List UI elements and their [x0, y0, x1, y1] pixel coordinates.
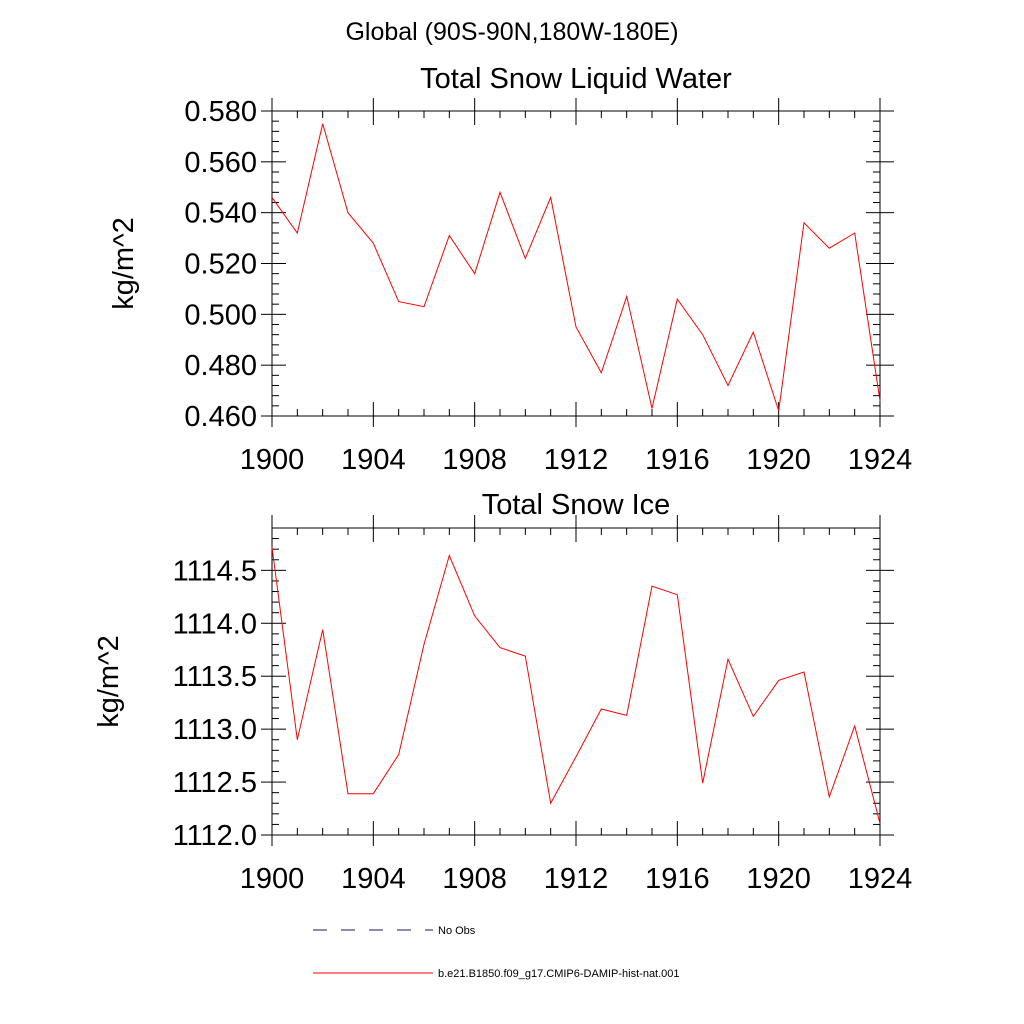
x-tick-label: 1904: [341, 444, 406, 476]
y-tick-label: 0.520: [184, 249, 257, 281]
x-tick-label: 1908: [442, 863, 507, 895]
y-tick-label: 1113.0: [173, 714, 257, 746]
y-tick-label: 0.480: [184, 350, 257, 382]
y-tick-label: 0.460: [184, 401, 257, 433]
y-tick-label: 0.540: [184, 198, 257, 230]
x-tick-label: 1920: [746, 863, 811, 895]
legend-label-1: No Obs: [438, 925, 476, 937]
x-tick-label: 1912: [544, 444, 609, 476]
chart-panel-1: Total Snow Liquid Water kg/m^2 1900 1904 190…: [108, 63, 912, 476]
page-title: Global (90S-90N,180W-180E): [345, 18, 679, 46]
chart-title: Total Snow Liquid Water: [420, 63, 732, 95]
y-tick-label: 0.560: [184, 147, 257, 179]
legend: No Obs b.e21.B1850.f09_g17.CMIP6-DAMIP-hi…: [313, 925, 680, 980]
y-axis-label: kg/m^2: [108, 217, 140, 310]
x-tick-label: 1924: [848, 863, 913, 895]
y-tick-label: 1113.5: [173, 661, 257, 693]
x-tick-label: 1904: [341, 863, 406, 895]
x-tick-label: 1920: [746, 444, 811, 476]
y-tick-label: 0.500: [184, 299, 257, 331]
y-tick-label: 1112.5: [173, 767, 257, 799]
series-line: [271, 547, 881, 824]
x-tick-label: 1912: [544, 863, 609, 895]
x-tick-label: 1900: [240, 863, 305, 895]
series-line: [271, 123, 881, 412]
legend-label-2: b.e21.B1850.f09_g17.CMIP6-DAMIP-hist-nat…: [438, 968, 680, 980]
y-tick-label: 1114.5: [173, 555, 257, 587]
x-tick-label: 1900: [240, 444, 305, 476]
y-tick-label: 1112.0: [173, 820, 257, 852]
y-axis-label: kg/m^2: [93, 635, 125, 728]
x-tick-label: 1916: [645, 863, 710, 895]
x-tick-label: 1916: [645, 444, 710, 476]
plot-frame: [271, 527, 881, 836]
y-tick-label: 1114.0: [173, 608, 257, 640]
plot-frame: [271, 110, 881, 417]
x-tick-label: 1924: [848, 444, 913, 476]
y-tick-label: 0.580: [184, 96, 257, 128]
x-tick-label: 1908: [442, 444, 507, 476]
